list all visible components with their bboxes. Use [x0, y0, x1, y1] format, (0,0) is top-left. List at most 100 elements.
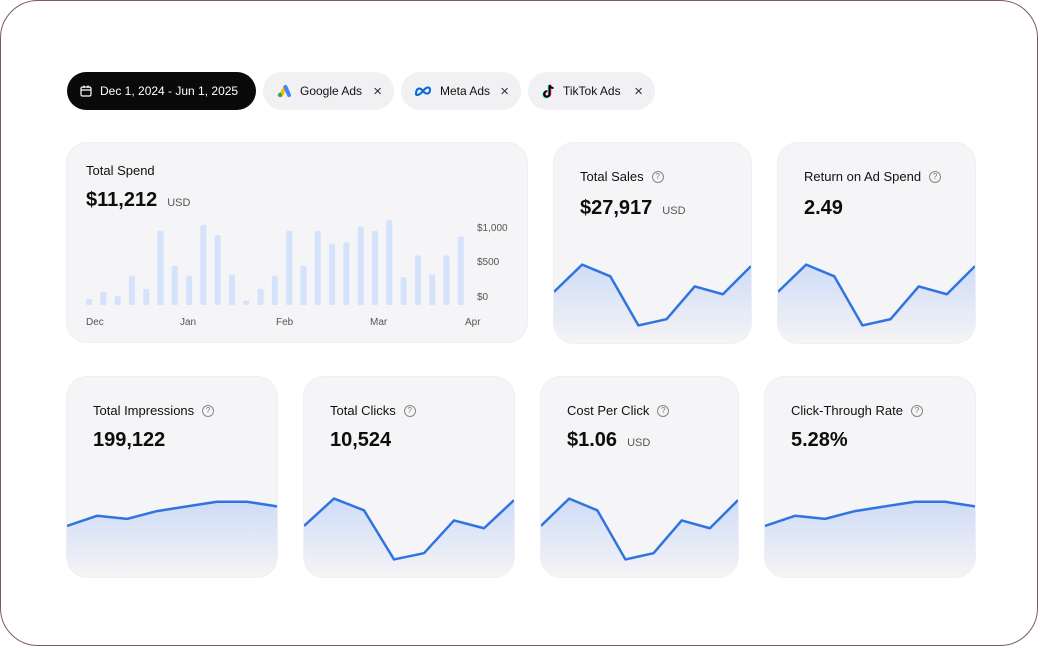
card-title-row: Total Clicks? [330, 403, 416, 418]
cost-per-click-card[interactable]: Cost Per Click? $1.06 USD [541, 377, 738, 577]
spend-bar[interactable] [286, 230, 293, 305]
google-ads-icon [277, 85, 291, 98]
card-title: Total Sales [580, 169, 644, 184]
currency-unit: USD [662, 205, 686, 217]
sparkline-area [67, 501, 277, 577]
spend-bar-chart [86, 219, 464, 305]
card-title: Total Clicks [330, 403, 396, 418]
spend-bar[interactable] [100, 291, 107, 305]
x-tick-label: Feb [276, 317, 294, 328]
roas-card[interactable]: Return on Ad Spend? 2.49 [778, 143, 975, 343]
spend-bar[interactable] [200, 225, 207, 305]
currency-unit: USD [627, 437, 651, 449]
x-tick-label: Dec [86, 317, 104, 328]
card-value: 5.28% [791, 429, 848, 452]
spend-bar[interactable] [128, 275, 135, 305]
card-title: Click-Through Rate [791, 403, 903, 418]
spend-bar[interactable] [357, 226, 364, 305]
card-title-row: Total Sales? [580, 169, 664, 184]
sales-sparkline [554, 263, 751, 343]
spend-bar[interactable] [343, 242, 350, 305]
spend-bar[interactable] [386, 219, 393, 305]
filter-chip-meta-ads[interactable]: Meta Ads × [401, 72, 521, 110]
help-icon[interactable]: ? [651, 170, 664, 183]
impressions-value: 199,122 [93, 429, 166, 451]
filter-chip-google-ads[interactable]: Google Ads × [263, 72, 394, 110]
ctr-sparkline [765, 500, 975, 577]
card-title: Total Spend [86, 163, 155, 178]
card-value: 199,122 [93, 429, 165, 452]
currency-unit: USD [167, 197, 191, 209]
roas-sparkline [778, 263, 975, 343]
sparkline-line [765, 500, 975, 528]
sparkline-line [304, 497, 514, 561]
spend-bar[interactable] [429, 274, 436, 305]
help-icon[interactable]: ? [911, 404, 923, 417]
x-tick-label: Jan [180, 317, 197, 328]
x-tick-label: Apr [465, 317, 481, 328]
card-title-row: Return on Ad Spend? [804, 169, 942, 184]
spend-bar[interactable] [86, 299, 92, 305]
x-tick-label: Mar [370, 317, 388, 328]
tiktok-icon [542, 84, 554, 98]
card-title-row: Cost Per Click? [567, 403, 670, 418]
spend-bar[interactable] [214, 235, 221, 305]
calendar-icon [80, 85, 92, 97]
spend-bar[interactable] [314, 230, 321, 305]
filter-chip-tiktok-ads[interactable]: TikTok Ads × [528, 72, 655, 110]
date-range-filter[interactable]: Dec 1, 2024 - Jun 1, 2025 [67, 72, 256, 110]
card-value: 2.49 [804, 197, 843, 220]
sparkline-line [554, 263, 751, 327]
total-spend-card[interactable]: Total Spend $11,212 USD $1,000 $500 $0 D… [67, 143, 527, 342]
remove-tiktok-ads-icon[interactable]: × [634, 82, 643, 100]
spend-bar[interactable] [114, 296, 121, 305]
spend-bar[interactable] [414, 255, 421, 305]
card-value: $27,917 USD [580, 197, 686, 220]
total-clicks-card[interactable]: Total Clicks? 10,524 [304, 377, 514, 577]
spend-bar[interactable] [300, 265, 307, 305]
sparkline-line [67, 500, 277, 528]
spend-bar[interactable] [372, 230, 378, 305]
sparkline-area [541, 498, 738, 577]
remove-meta-ads-icon[interactable]: × [500, 82, 509, 100]
sparkline-line [778, 263, 975, 327]
card-value: 10,524 [330, 429, 391, 452]
card-title: Cost Per Click [567, 403, 650, 418]
total-sales-value: $27,917 [580, 197, 653, 219]
total-impressions-card[interactable]: Total Impressions? 199,122 [67, 377, 277, 577]
google-ads-label: Google Ads [300, 84, 363, 98]
total-spend-value: $11,212 [86, 189, 158, 211]
sparkline-area [304, 498, 514, 577]
spend-bar[interactable] [457, 236, 464, 305]
help-icon[interactable]: ? [202, 404, 215, 417]
card-title-row: Click-Through Rate? [791, 403, 923, 418]
meta-ads-label: Meta Ads [440, 84, 491, 98]
ctr-value: 5.28% [791, 429, 848, 451]
y-tick-label: $1,000 [477, 223, 508, 234]
spend-bar[interactable] [400, 277, 407, 305]
cpc-value: $1.06 [567, 429, 618, 451]
spend-bar[interactable] [243, 300, 250, 305]
tiktok-ads-label: TikTok Ads [563, 84, 621, 98]
spend-bar[interactable] [143, 289, 150, 305]
click-through-rate-card[interactable]: Click-Through Rate? 5.28% [765, 377, 975, 577]
spend-bar[interactable] [329, 243, 336, 305]
meta-icon [414, 86, 432, 96]
sparkline-area [554, 264, 751, 343]
spend-bar[interactable] [171, 265, 178, 305]
total-sales-card[interactable]: Total Sales? $27,917 USD [554, 143, 751, 343]
help-icon[interactable]: ? [657, 404, 670, 417]
spend-bar[interactable] [229, 274, 235, 305]
roas-value: 2.49 [804, 197, 843, 219]
spend-bar[interactable] [443, 255, 450, 305]
remove-google-ads-icon[interactable]: × [373, 82, 382, 100]
help-icon[interactable]: ? [403, 404, 416, 417]
sparkline-line [541, 497, 738, 561]
spend-bar[interactable] [257, 289, 264, 305]
card-value: $11,212 USD [86, 189, 190, 212]
help-icon[interactable]: ? [929, 170, 942, 183]
spend-bar[interactable] [157, 230, 164, 305]
spend-bar[interactable] [186, 275, 193, 305]
spend-bar[interactable] [271, 275, 278, 305]
